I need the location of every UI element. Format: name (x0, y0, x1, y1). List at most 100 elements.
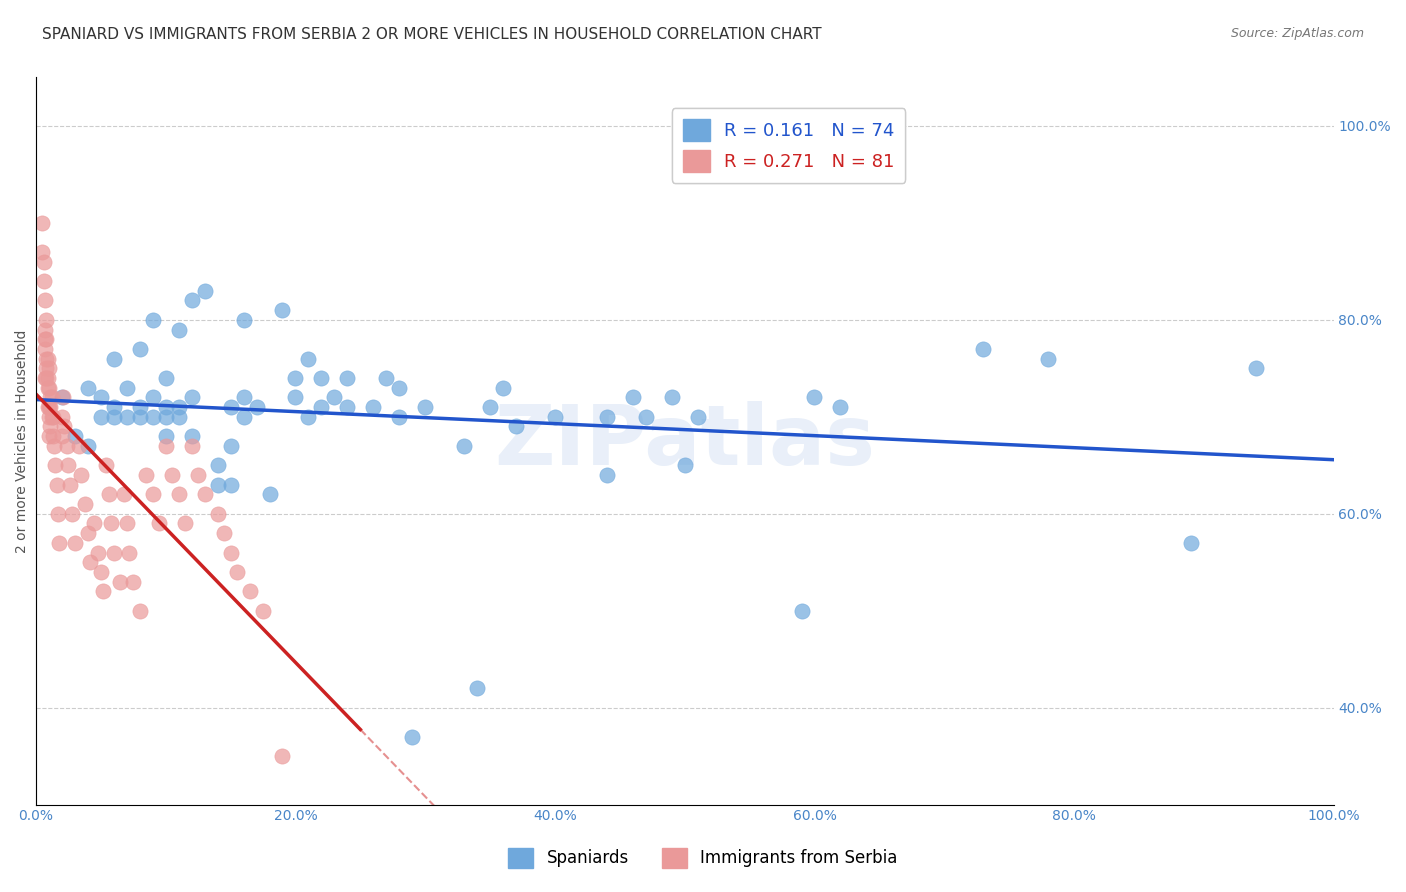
Point (375, 371, 398, 385)
Point (284, 371, 307, 385)
Point (388, 381, 411, 395)
Point (155, 429, 177, 443)
Point (207, 477, 229, 491)
Point (401, 730, 423, 744)
Point (67, 439, 90, 453)
Point (180, 439, 202, 453)
Point (174, 516, 197, 531)
Point (972, 342, 994, 356)
Point (259, 487, 281, 501)
Point (1036, 351, 1059, 366)
Text: Source: ZipAtlas.com: Source: ZipAtlas.com (1230, 27, 1364, 40)
Point (118, 545, 141, 559)
Point (51, 409, 73, 424)
Point (180, 293, 202, 308)
Point (142, 409, 165, 424)
Point (128, 409, 150, 424)
Point (673, 458, 696, 473)
Point (311, 400, 333, 414)
Point (63, 536, 86, 550)
Point (790, 604, 813, 618)
Point (297, 351, 319, 366)
Point (42, 439, 65, 453)
Point (122, 574, 145, 589)
Point (34, 371, 56, 385)
Point (167, 400, 190, 414)
Point (128, 342, 150, 356)
Point (1244, 361, 1267, 376)
Point (103, 351, 125, 366)
Point (56, 439, 79, 453)
Point (31, 244, 53, 259)
Point (37, 351, 59, 366)
Point (596, 467, 619, 482)
Point (32, 254, 55, 268)
Point (232, 409, 254, 424)
Point (76, 381, 98, 395)
Point (103, 409, 125, 424)
Point (46, 507, 69, 521)
Point (39, 419, 62, 434)
Point (271, 749, 294, 764)
Point (363, 400, 385, 414)
Point (76, 439, 98, 453)
Point (207, 507, 229, 521)
Point (38, 429, 60, 443)
Point (453, 439, 475, 453)
Point (93, 584, 115, 599)
Point (142, 487, 165, 501)
Point (58, 458, 80, 473)
Point (194, 284, 217, 298)
Point (52, 391, 75, 405)
Point (830, 400, 852, 414)
Point (60, 507, 83, 521)
Point (142, 391, 165, 405)
Point (34, 322, 56, 336)
Point (219, 545, 242, 559)
Point (110, 574, 132, 589)
Point (63, 429, 86, 443)
Point (103, 400, 125, 414)
Point (35, 332, 58, 346)
Point (167, 322, 190, 336)
Point (271, 303, 294, 318)
Text: SPANIARD VS IMMIGRANTS FROM SERBIA 2 OR MORE VEHICLES IN HOUSEHOLD CORRELATION C: SPANIARD VS IMMIGRANTS FROM SERBIA 2 OR … (42, 27, 821, 42)
Point (94, 458, 117, 473)
Point (207, 458, 229, 473)
Point (621, 391, 644, 405)
Point (219, 400, 242, 414)
Point (252, 604, 274, 618)
Point (148, 516, 170, 531)
Point (284, 391, 307, 405)
Point (686, 409, 709, 424)
Point (167, 409, 190, 424)
Point (44, 458, 66, 473)
Point (413, 400, 436, 414)
Point (42, 429, 65, 443)
Point (232, 313, 254, 327)
Point (596, 409, 619, 424)
Point (38, 400, 60, 414)
Point (167, 487, 190, 501)
Point (226, 565, 249, 579)
Point (87, 545, 110, 559)
Point (1180, 536, 1202, 550)
Point (70, 467, 93, 482)
Point (479, 400, 502, 414)
Point (37, 371, 59, 385)
Point (155, 409, 177, 424)
Point (115, 381, 138, 395)
Point (42, 409, 65, 424)
Point (232, 391, 254, 405)
Point (661, 391, 683, 405)
Point (97, 487, 120, 501)
Point (155, 439, 177, 453)
Point (37, 381, 59, 395)
Point (115, 516, 138, 531)
Point (39, 391, 62, 405)
Point (128, 400, 150, 414)
Point (128, 604, 150, 618)
Point (59, 477, 82, 491)
Point (187, 467, 209, 482)
Point (41, 409, 63, 424)
